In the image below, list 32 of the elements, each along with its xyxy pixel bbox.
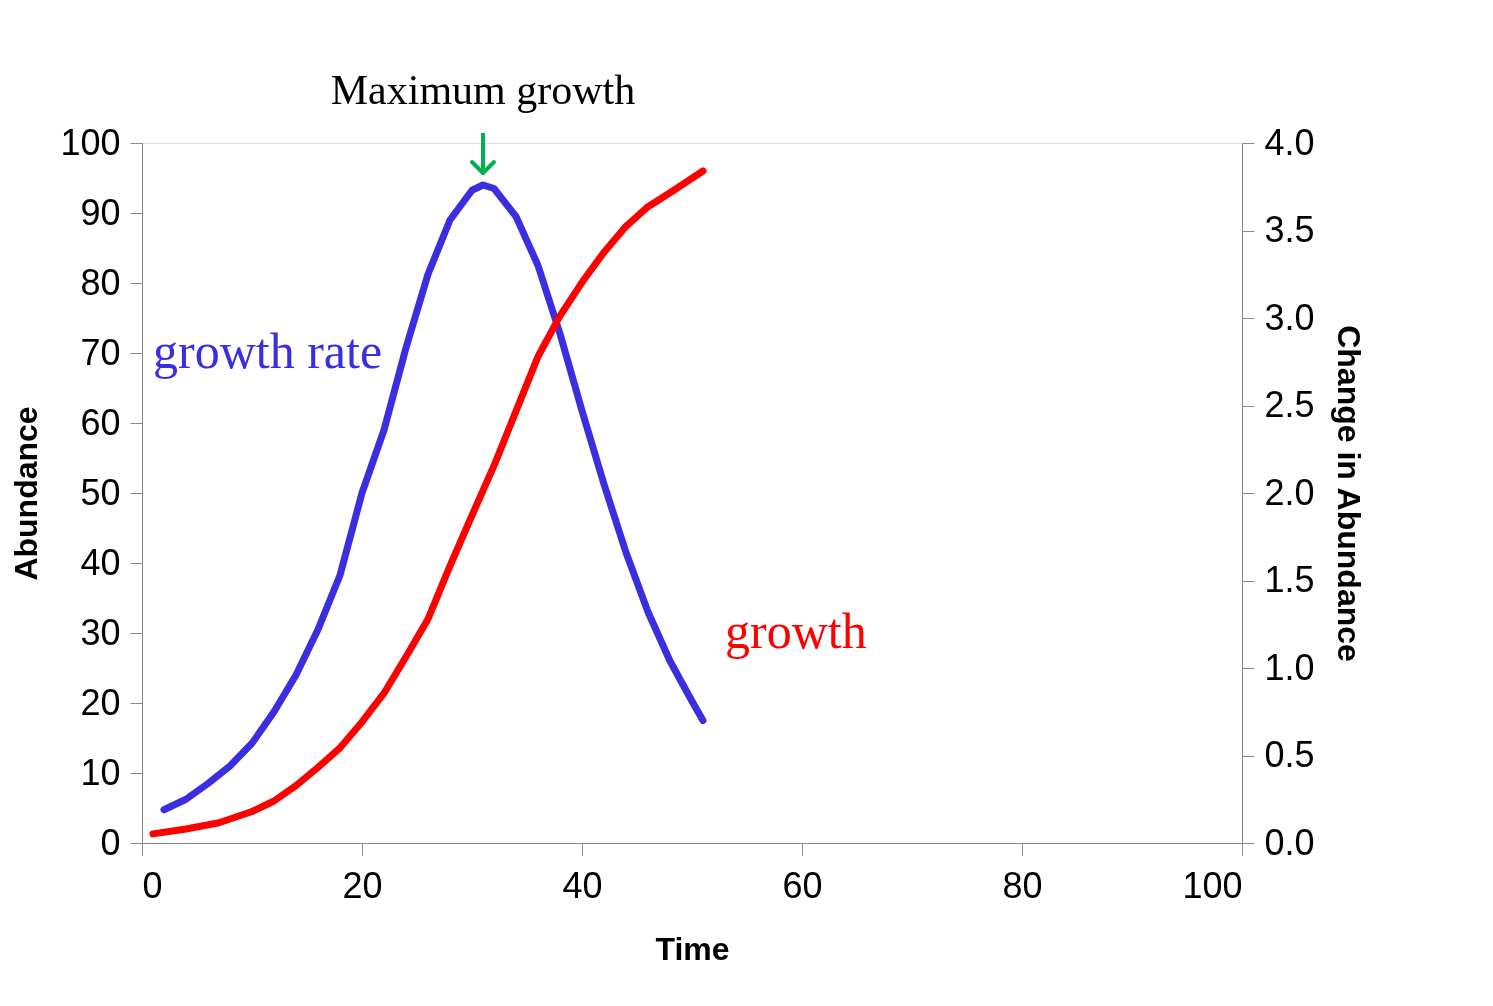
x-axis-title: Time [655,930,730,967]
y-tick-label: 90 [80,191,121,233]
y-tick-label: 60 [80,401,121,443]
y2-tick-label: 1.0 [1264,646,1315,688]
y2-axis-title: Change in Abundance [1330,325,1367,662]
y-tick-label: 40 [80,541,121,583]
y-tick-label: 70 [80,331,121,373]
y-tick-label: 30 [80,611,121,653]
y2-tick-label: 2.0 [1264,471,1315,513]
y2-tick-label: 3.0 [1264,296,1315,338]
text: growth [725,603,867,659]
y2-tick-label: 3.5 [1264,209,1315,250]
x-tick-label: 60 [782,864,823,906]
y2-tick-label: 0.0 [1264,821,1315,863]
y-tick-label: 0 [100,821,121,863]
x-tick-label: 100 [1182,864,1243,906]
annotation: Maximum growth [330,67,636,113]
y-tick-label: 10 [80,751,121,793]
x-tick-label: 40 [562,864,603,906]
y-tick-label: 20 [80,681,121,723]
y2-tick-label: 2.5 [1264,384,1315,425]
y2-tick-label: 0.5 [1264,734,1315,775]
x-tick-label: 80 [1002,864,1043,906]
y-axis-title: Abundance [8,406,45,581]
x-tick-label: 0 [142,864,163,906]
y-tick-label: 50 [80,471,121,513]
series-label: growth rate [153,323,383,379]
y-tick-label: 80 [80,261,121,303]
y2-tick-label: 1.5 [1264,559,1315,600]
y-tick-label: 100 [60,121,121,163]
x-tick-label: 20 [342,864,383,906]
y2-tick-label: 4.0 [1264,121,1315,163]
